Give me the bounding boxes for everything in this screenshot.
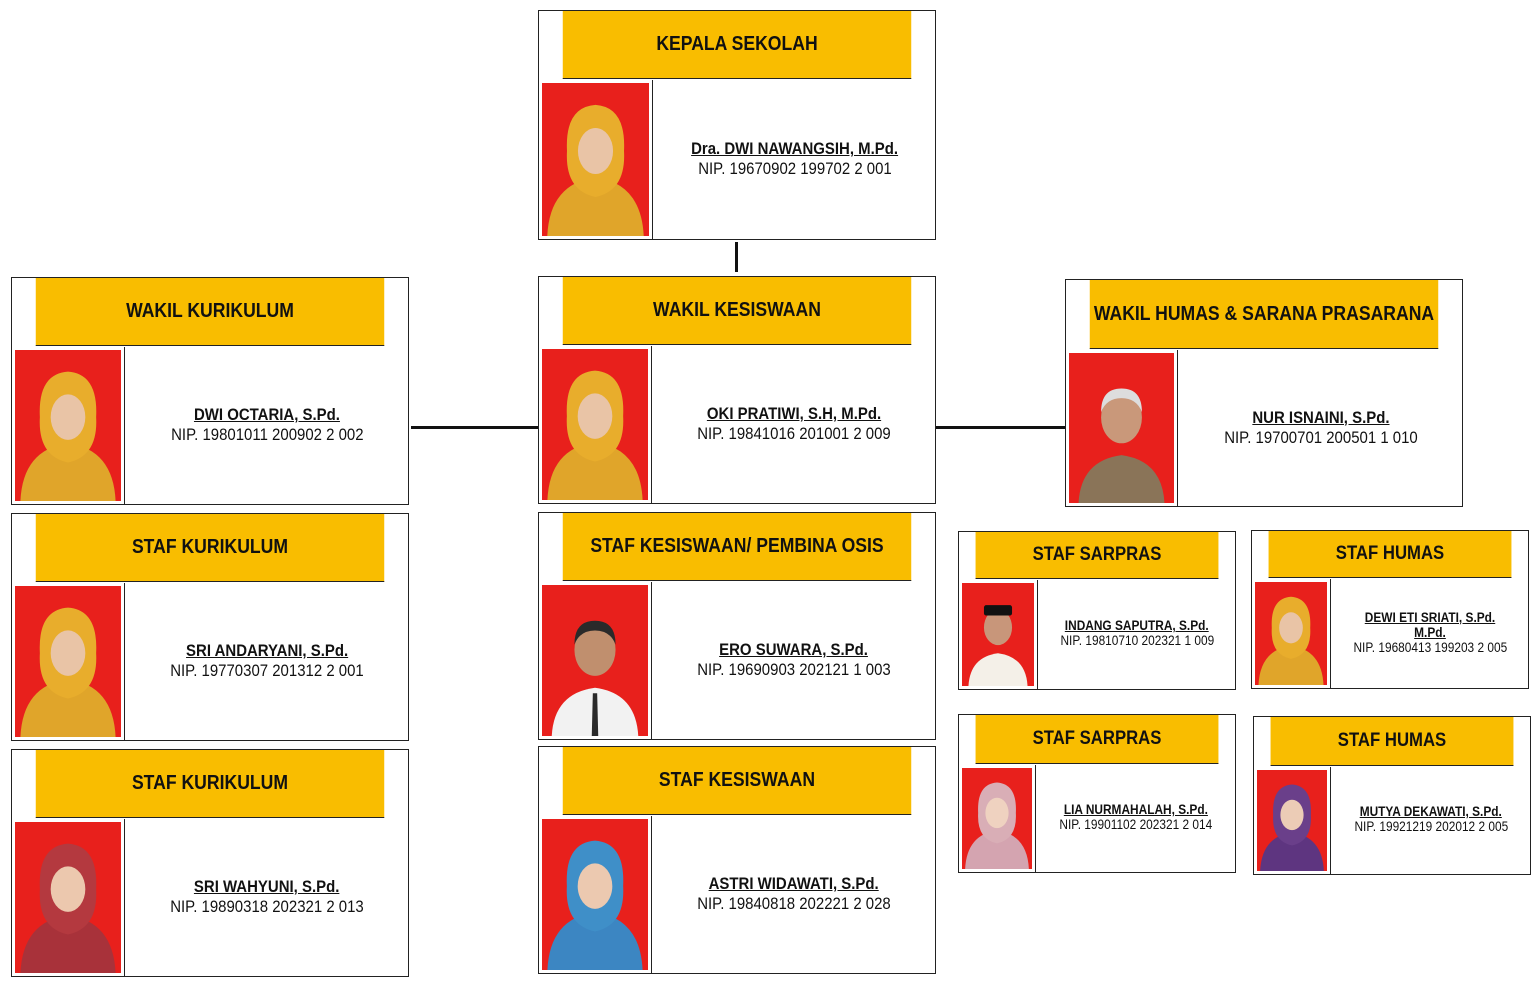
card-divider — [1330, 578, 1331, 688]
card-staf-kesiswaan: STAF KESISWAAN ASTRI WIDAWATI, S.Pd. NIP. … — [538, 746, 936, 974]
staff-info: SRI WAHYUNI, S.Pd. NIP. 19890318 202321 2… — [126, 819, 408, 977]
staff-nip: NIP. 19770307 201312 2 001 — [170, 661, 364, 681]
staff-info: OKI PRATIWI, S.H, M.Pd. NIP. 19841016 201… — [653, 346, 935, 504]
staff-name: DEWI ETI SRIATI, S.Pd. M.Pd. — [1364, 609, 1496, 640]
card-staf-humas-2: STAF HUMAS MUTYA DEKAWATI, S.Pd. NIP. 1992… — [1253, 716, 1531, 875]
card-wakil-kesiswaan: WAKIL KESISWAAN OKI PRATIWI, S.H, M.Pd. NI… — [538, 276, 936, 504]
staff-name: INDANG SAPUTRA, S.Pd. — [1065, 618, 1209, 634]
staff-name: Dra. DWI NAWANGSIH, M.Pd. — [691, 139, 898, 159]
card-title: STAF KESISWAAN/ PEMBINA OSIS — [562, 513, 912, 581]
portrait-photo — [1069, 352, 1174, 503]
card-staf-kesiswaan-pembina-osis: STAF KESISWAAN/ PEMBINA OSIS ERO SUWARA, … — [538, 512, 936, 740]
portrait-photo — [962, 582, 1034, 686]
portrait-photo — [542, 82, 649, 236]
staff-nip: NIP. 19921219 202012 2 005 — [1354, 819, 1508, 835]
portrait-photo — [15, 349, 121, 501]
card-title: STAF SARPRAS — [975, 532, 1219, 579]
staff-nip: NIP. 19841016 201001 2 009 — [697, 424, 891, 444]
card-staf-sarpras-2: STAF SARPRAS LIA NURMAHALAH, S.Pd. NIP. 19… — [958, 714, 1236, 873]
card-wakil-humas-sarpras: WAKIL HUMAS & SARANA PRASARANA NUR ISNAIN… — [1065, 279, 1463, 507]
staff-name: SRI ANDARYANI, S.Pd. — [185, 641, 349, 661]
card-title: STAF KURIKULUM — [35, 750, 385, 818]
card-title: STAF KESISWAAN — [562, 747, 912, 815]
staff-name: DWI OCTARIA, S.Pd. — [194, 405, 340, 425]
staff-name: MUTYA DEKAWATI, S.Pd. — [1359, 804, 1503, 820]
card-staf-humas-1: STAF HUMAS DEWI ETI SRIATI, S.Pd. M.Pd. NI… — [1251, 530, 1529, 689]
card-wakil-kurikulum: WAKIL KURIKULUM DWI OCTARIA, S.Pd. NIP. 19… — [11, 277, 409, 505]
staff-name: ERO SUWARA, S.Pd. — [719, 640, 869, 660]
staff-nip: NIP. 19890318 202321 2 013 — [170, 897, 364, 917]
staff-info: DEWI ETI SRIATI, S.Pd. M.Pd. NIP. 1968041… — [1332, 579, 1528, 689]
staff-nip: NIP. 19670902 199702 2 001 — [697, 159, 892, 179]
card-staf-sarpras-1: STAF SARPRAS INDANG SAPUTRA, S.Pd. NIP. 19… — [958, 531, 1236, 690]
staff-info: ERO SUWARA, S.Pd. NIP. 19690903 202121 1 … — [653, 582, 935, 740]
card-title: WAKIL HUMAS & SARANA PRASARANA — [1089, 280, 1439, 349]
staff-name: NUR ISNAINI, S.Pd. — [1251, 407, 1390, 427]
staff-info: MUTYA DEKAWATI, S.Pd. NIP. 19921219 20201… — [1332, 767, 1530, 875]
card-staf-kurikulum-2: STAF KURIKULUM SRI WAHYUNI, S.Pd. NIP. 198… — [11, 749, 409, 977]
connector-kurikulum-to-kesiswaan — [411, 426, 538, 429]
staff-nip: NIP. 19801011 200902 2 002 — [170, 425, 364, 445]
card-divider — [124, 346, 125, 504]
card-divider — [124, 582, 125, 740]
card-title: STAF SARPRAS — [975, 715, 1219, 764]
staff-info: LIA NURMAHALAH, S.Pd. NIP. 19901102 20232… — [1037, 765, 1235, 873]
portrait-photo — [542, 584, 648, 736]
staff-nip: NIP. 19901102 202321 2 014 — [1059, 817, 1213, 833]
portrait-photo — [15, 821, 121, 973]
staff-nip: NIP. 19840818 202221 2 028 — [697, 894, 891, 914]
card-title: STAF HUMAS — [1270, 717, 1514, 766]
portrait-photo — [542, 348, 648, 500]
card-staf-kurikulum-1: STAF KURIKULUM SRI ANDARYANI, S.Pd. NIP. 1… — [11, 513, 409, 741]
card-divider — [652, 79, 653, 239]
staff-info: INDANG SAPUTRA, S.Pd. NIP. 19810710 20232… — [1039, 580, 1235, 690]
connector-kesiswaan-to-humas — [936, 426, 1066, 429]
staff-info: NUR ISNAINI, S.Pd. NIP. 19700701 200501 1… — [1179, 350, 1462, 507]
card-divider — [651, 815, 652, 973]
card-kepala-sekolah: KEPALA SEKOLAH Dra. DWI NAWANGSIH, M.Pd. N… — [538, 10, 936, 240]
staff-info: Dra. DWI NAWANGSIH, M.Pd. NIP. 19670902 1… — [654, 80, 935, 240]
portrait-photo — [1255, 581, 1327, 685]
staff-name: ASTRI WIDAWATI, S.Pd. — [708, 874, 880, 894]
connector-head-to-vice — [735, 242, 738, 272]
staff-nip: NIP. 19810710 202321 1 009 — [1060, 633, 1214, 649]
card-divider — [124, 818, 125, 976]
card-divider — [1037, 579, 1038, 689]
card-title: STAF HUMAS — [1268, 531, 1512, 578]
card-divider — [651, 345, 652, 503]
portrait-photo — [1257, 769, 1327, 871]
card-title: WAKIL KURIKULUM — [35, 278, 385, 346]
card-title: WAKIL KESISWAAN — [562, 277, 912, 345]
staff-info: DWI OCTARIA, S.Pd. NIP. 19801011 200902 2… — [126, 347, 408, 505]
portrait-photo — [15, 585, 121, 737]
staff-nip: NIP. 19700701 200501 1 010 — [1223, 427, 1418, 447]
staff-nip: NIP. 19680413 199203 2 005 — [1353, 639, 1507, 655]
staff-name: OKI PRATIWI, S.H, M.Pd. — [706, 404, 882, 424]
card-divider — [1330, 766, 1331, 874]
portrait-photo — [962, 767, 1032, 869]
staff-name: LIA NURMAHALAH, S.Pd. — [1063, 802, 1209, 818]
card-title: STAF KURIKULUM — [35, 514, 385, 582]
card-divider — [1177, 349, 1178, 506]
card-divider — [651, 581, 652, 739]
staff-nip: NIP. 19690903 202121 1 003 — [697, 660, 891, 680]
card-title: KEPALA SEKOLAH — [562, 11, 912, 79]
staff-info: ASTRI WIDAWATI, S.Pd. NIP. 19840818 20222… — [653, 816, 935, 974]
staff-info: SRI ANDARYANI, S.Pd. NIP. 19770307 201312… — [126, 583, 408, 741]
card-divider — [1035, 764, 1036, 872]
staff-name: SRI WAHYUNI, S.Pd. — [194, 877, 340, 897]
portrait-photo — [542, 818, 648, 970]
